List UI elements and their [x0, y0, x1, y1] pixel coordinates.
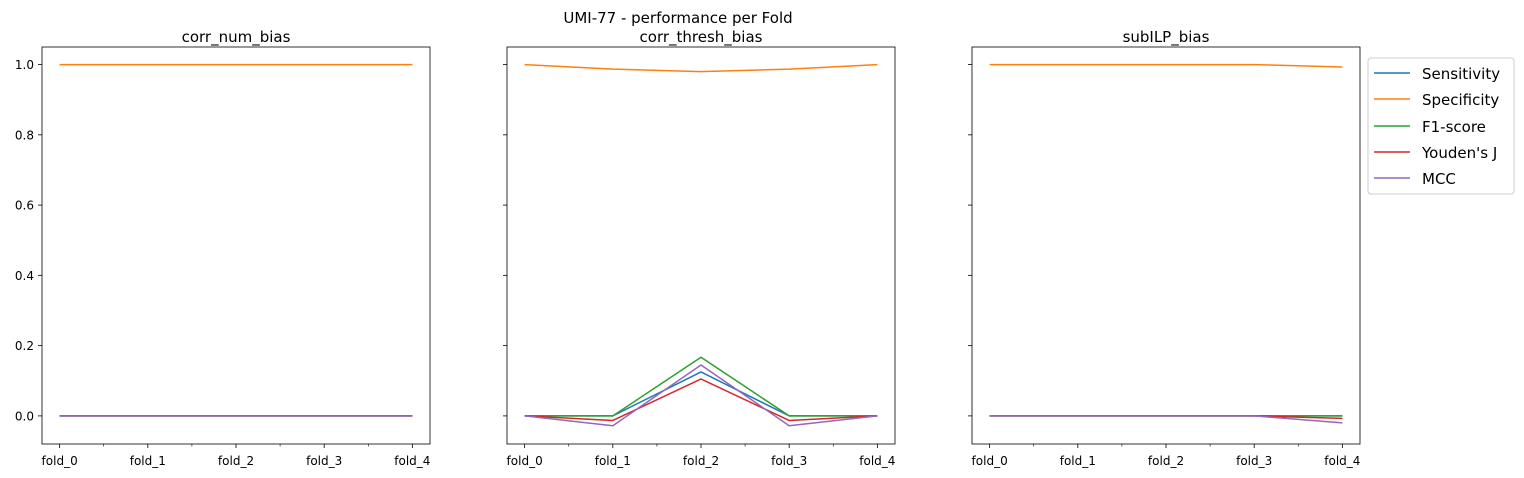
legend: Sensitivity Specificity F1-score Youden'… — [1367, 57, 1515, 195]
y-tick-label: 1.0 — [15, 58, 34, 72]
subplot-subilp-bias: subILP_bias fold_0 fold_1 fold_2 fold_3 fold… — [968, 28, 1360, 468]
x-tick-label: fold_2 — [1148, 454, 1184, 468]
series-line-f1-score — [524, 356, 878, 417]
subplot-corr-num-bias: corr_num_bias 0.0 0.2 0.4 0.6 0.8 1.0 fold_0 fo… — [15, 28, 431, 468]
subplot-title: corr_thresh_bias — [640, 28, 763, 47]
legend-label-specificity: Specificity — [1422, 91, 1499, 109]
x-tick-label: fold_1 — [130, 454, 166, 468]
x-tick-label: fold_3 — [1236, 454, 1272, 468]
series-line-specificity — [989, 63, 1343, 68]
x-tick-label: fold_3 — [306, 454, 342, 468]
axes-frame — [506, 46, 896, 445]
y-tick-label: 0.8 — [15, 128, 34, 142]
subplot-corr-thresh-bias: corr_thresh_bias fold_0 fold_1 fold_2 fold_… — [503, 28, 895, 468]
subplot-title: corr_num_bias — [182, 28, 291, 47]
series-line-specificity — [524, 63, 878, 73]
y-tick-label: 0.6 — [15, 199, 34, 213]
axes-frame — [971, 46, 1361, 445]
legend-label-f1-score: F1-score — [1422, 118, 1486, 136]
legend-label-sensitivity: Sensitivity — [1422, 65, 1500, 83]
x-tick-label: fold_1 — [595, 454, 631, 468]
x-tick-label: fold_4 — [394, 454, 430, 468]
x-tick-label: fold_0 — [972, 454, 1008, 468]
series-line-youden-s-j — [524, 378, 878, 422]
series-line-mcc — [989, 415, 1343, 424]
y-tick-label: 0.4 — [15, 269, 34, 283]
legend-label-mcc: MCC — [1422, 170, 1456, 188]
series-line-mcc — [524, 364, 878, 427]
x-tick-label: fold_3 — [771, 454, 807, 468]
figure-suptitle: UMI-77 - performance per Fold — [563, 9, 792, 27]
y-tick-label: 0.2 — [15, 339, 34, 353]
x-tick-label: fold_4 — [859, 454, 895, 468]
x-tick-label: fold_2 — [683, 454, 719, 468]
legend-label-youdens-j: Youden's J — [1421, 144, 1497, 162]
x-tick-label: fold_0 — [507, 454, 543, 468]
y-tick-label: 0.0 — [15, 409, 34, 423]
x-tick-label: fold_4 — [1324, 454, 1360, 468]
x-tick-label: fold_1 — [1060, 454, 1096, 468]
x-tick-label: fold_0 — [42, 454, 78, 468]
x-tick-label: fold_2 — [218, 454, 254, 468]
subplot-title: subILP_bias — [1123, 28, 1210, 47]
legend-frame — [1367, 57, 1515, 195]
axes-frame — [41, 46, 431, 445]
